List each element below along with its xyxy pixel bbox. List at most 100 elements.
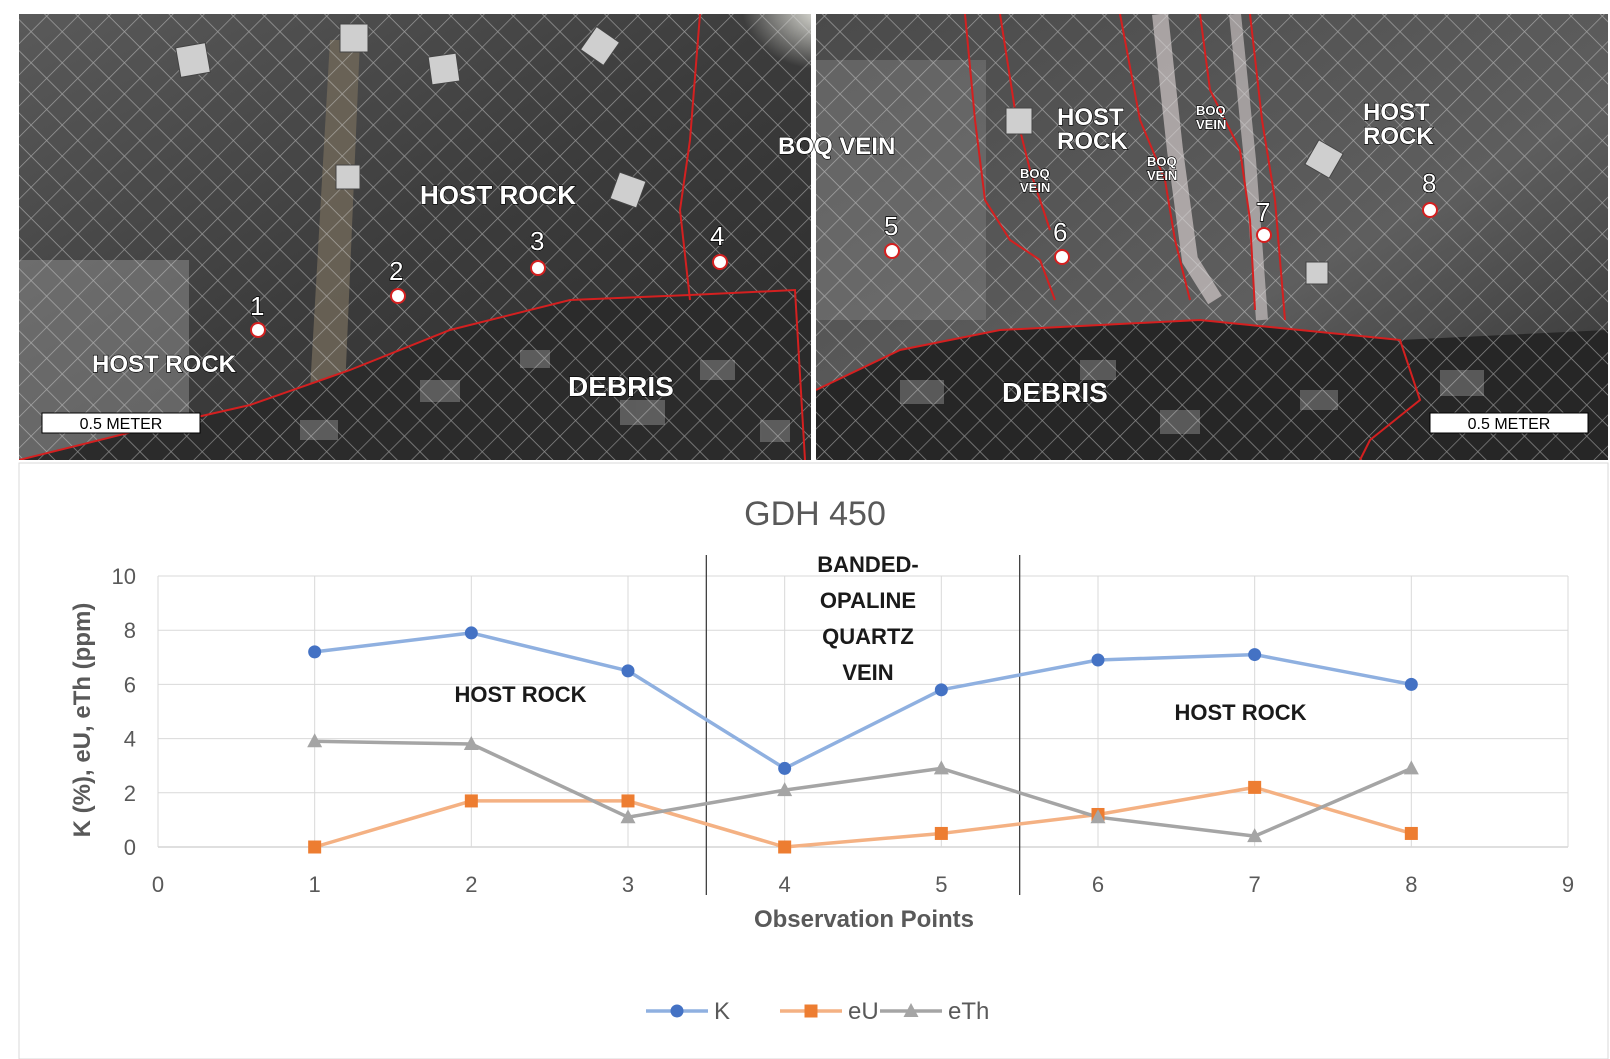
x-tick-label: 1 <box>309 872 321 897</box>
x-tick-label: 2 <box>465 872 477 897</box>
left-label-debris: DEBRIS <box>568 371 674 402</box>
data-point-eTh-6 <box>1090 809 1106 824</box>
point-number-4: 4 <box>710 221 724 251</box>
point-number-3: 3 <box>530 226 544 256</box>
data-point-eTh-3 <box>620 809 636 824</box>
left-label-boq-vein: BOQ VEIN <box>778 133 895 160</box>
data-point-K-4 <box>778 761 792 775</box>
data-point-eU-4 <box>778 840 792 854</box>
zone-label-2: BANDED- <box>817 552 918 577</box>
chart-grid <box>157 575 1569 848</box>
data-point-K-2 <box>464 626 478 640</box>
y-tick-label: 10 <box>112 564 136 589</box>
y-tick-label: 2 <box>124 781 136 806</box>
point-marker-4 <box>712 254 728 270</box>
zone-labels: HOST ROCK BANDED- OPALINE QUARTZ VEIN HOST RO… <box>455 552 1307 725</box>
right-label-boq-vein-1: BOQ VEIN <box>1020 166 1050 195</box>
photo-right <box>816 14 1608 460</box>
point-number-8: 8 <box>1422 168 1436 198</box>
left-point-markers <box>250 254 728 338</box>
data-point-eTh-1 <box>307 733 323 748</box>
point-marker-1 <box>250 322 266 338</box>
legend-label-K: K <box>714 998 730 1025</box>
right-scale-text: 0.5 METER <box>1468 416 1551 433</box>
y-tick-label: 4 <box>124 727 136 752</box>
point-marker-3 <box>530 260 546 276</box>
right-label-host-rock-1-text: HOST ROCK <box>1057 104 1128 155</box>
y-tick-labels: 0 2 4 6 8 10 <box>112 564 136 860</box>
point-number-2: 2 <box>389 256 403 286</box>
series-lines <box>314 631 1413 849</box>
zone-label-3: HOST ROCK <box>1175 700 1307 725</box>
x-tick-label: 3 <box>622 872 634 897</box>
y-axis-title: K (%), eU, eTh (ppm) <box>69 603 96 838</box>
left-label-host-rock-center: HOST ROCK <box>420 180 576 210</box>
right-label-host-rock-2-text: HOST ROCK <box>1363 99 1434 150</box>
data-point-K-6 <box>1091 653 1105 667</box>
legend-marker-eTh <box>903 1003 919 1017</box>
data-point-eU-5 <box>934 826 948 840</box>
zone-dividers <box>705 555 1021 895</box>
x-tick-label: 9 <box>1562 872 1574 897</box>
point-marker-6 <box>1054 249 1070 265</box>
chart: GDH 450 HOST ROCK BANDED- OPALINE QUARTZ VEI… <box>18 462 1609 1059</box>
y-tick-label: 8 <box>124 618 136 643</box>
data-point-eU-2 <box>464 794 478 808</box>
photo-left <box>19 14 811 460</box>
point-marker-5 <box>884 243 900 259</box>
legend-label-eU: eU <box>848 998 879 1025</box>
legend-marker-eU <box>804 1004 818 1018</box>
x-tick-label: 5 <box>935 872 947 897</box>
data-point-K-5 <box>934 683 948 697</box>
y-tick-label: 0 <box>124 835 136 860</box>
photo-divider <box>811 14 816 460</box>
data-point-eTh-2 <box>463 736 479 751</box>
series-line-eTh <box>314 739 1413 838</box>
legend-marker-K <box>670 1004 684 1018</box>
zone-label-2: VEIN <box>842 660 893 685</box>
x-axis-title: Observation Points <box>754 906 974 933</box>
right-label-host-rock-2: HOST ROCK <box>1362 98 1435 150</box>
chart-title: GDH 450 <box>744 495 886 533</box>
series-line-K <box>314 631 1412 771</box>
left-label-host-rock-bottom: HOST ROCK <box>92 351 237 378</box>
series-line-eU <box>314 785 1412 849</box>
right-point-markers <box>884 202 1438 265</box>
right-label-debris: DEBRIS <box>1002 377 1108 408</box>
x-tick-label: 6 <box>1092 872 1104 897</box>
x-tick-label: 4 <box>779 872 791 897</box>
left-scale-text: 0.5 METER <box>80 416 163 433</box>
point-marker-2 <box>390 288 406 304</box>
data-point-eTh-7 <box>1247 828 1263 843</box>
data-point-K-1 <box>308 645 322 659</box>
data-point-eU-1 <box>308 840 322 854</box>
data-point-eTh-8 <box>1403 760 1419 775</box>
y-tick-label: 6 <box>124 672 136 697</box>
point-marker-8 <box>1422 202 1438 218</box>
data-point-K-8 <box>1404 677 1418 691</box>
left-scale-bar: 0.5 METER <box>41 412 201 434</box>
right-scale-bar: 0.5 METER <box>1429 412 1589 434</box>
data-point-K-3 <box>621 664 635 678</box>
data-point-K-7 <box>1248 648 1262 662</box>
data-point-eTh-5 <box>933 760 949 775</box>
chart-frame <box>18 462 1609 1059</box>
zone-label-1: HOST ROCK <box>455 682 587 707</box>
right-label-boq-vein-2: BOQ VEIN <box>1147 154 1177 183</box>
data-point-eTh-4 <box>777 782 793 797</box>
x-tick-label: 8 <box>1405 872 1417 897</box>
legend-label-eTh: eTh <box>948 998 989 1025</box>
zone-label-2: OPALINE <box>820 588 916 613</box>
data-point-eU-8 <box>1404 826 1418 840</box>
right-label-boq-vein-3: BOQ VEIN <box>1196 103 1226 132</box>
x-tick-labels: 0 1 2 3 4 5 6 7 8 9 <box>152 872 1574 897</box>
point-number-6: 6 <box>1053 217 1067 247</box>
x-tick-label: 0 <box>152 872 164 897</box>
data-point-eU-7 <box>1248 780 1262 794</box>
x-tick-label: 7 <box>1249 872 1261 897</box>
right-label-host-rock-1: HOST ROCK <box>1056 103 1129 155</box>
point-marker-7 <box>1256 227 1272 243</box>
data-point-eU-3 <box>621 794 635 808</box>
